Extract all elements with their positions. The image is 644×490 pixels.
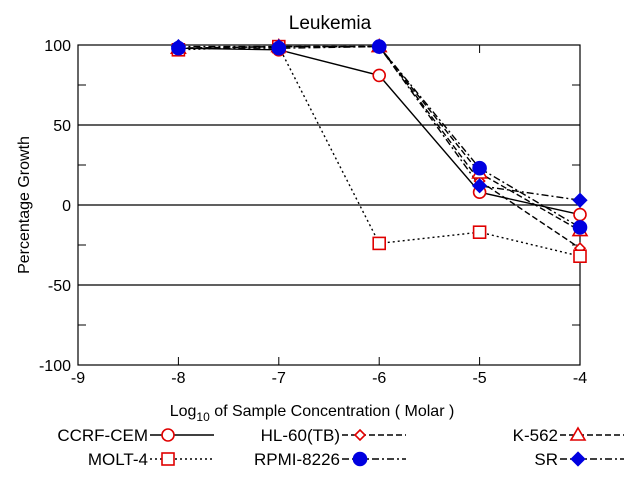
legend-label: RPMI-8226 <box>254 450 340 469</box>
legend-marker <box>161 452 175 466</box>
y-axis-label: Percentage Growth <box>16 136 33 274</box>
axis-ticks: -9 -8 -7 -6 -5 -4 100 50 0 -50 -100 <box>39 38 587 387</box>
y-tick-label: 0 <box>62 198 71 215</box>
y-tick-label: -50 <box>48 278 71 295</box>
x-tick-label: -9 <box>71 370 85 387</box>
y-tick-label: 50 <box>53 118 71 135</box>
data-point-5 <box>572 192 588 208</box>
x-axis-label-log: Log <box>170 403 197 420</box>
grid-lines <box>78 124 580 286</box>
data-point-4 <box>572 220 588 235</box>
chart-title: Leukemia <box>289 13 372 34</box>
legend-label: MOLT-4 <box>88 450 148 469</box>
x-axis-label: Log10 of Sample Concentration ( Molar ) <box>170 403 455 424</box>
x-axis-label-rest: of Sample Concentration ( Molar ) <box>210 403 455 420</box>
legend-marker <box>353 428 367 442</box>
x-tick-label: -5 <box>472 370 486 387</box>
legend-marker <box>569 426 587 441</box>
series-markers <box>170 38 589 263</box>
data-point-0 <box>573 207 587 222</box>
data-point-0 <box>372 68 387 83</box>
y-tick-label: -100 <box>39 358 71 375</box>
x-axis-label-subscript: 10 <box>196 410 210 424</box>
legend-label: K-562 <box>513 426 558 445</box>
legend-marker <box>352 451 368 467</box>
data-point-3 <box>372 236 387 251</box>
legend-label: HL-60(TB) <box>261 426 340 445</box>
y-tick-label: 100 <box>44 38 71 55</box>
x-tick-label: -8 <box>171 370 185 387</box>
x-tick-label: -7 <box>272 370 286 387</box>
data-point-5 <box>471 178 488 194</box>
data-point-3 <box>472 225 487 239</box>
legend-label: CCRF-CEM <box>57 426 148 445</box>
data-point-3 <box>573 249 587 263</box>
legend-marker <box>570 451 586 467</box>
x-tick-label: -6 <box>372 370 386 387</box>
data-point-5 <box>371 38 387 55</box>
data-point-5 <box>170 38 187 55</box>
legend-label: SR <box>534 450 558 469</box>
legend: CCRF-CEM HL-60(TB) K-562 MOLT-4 RPMI-8226 SR <box>57 426 624 469</box>
data-point-4 <box>472 160 487 176</box>
x-tick-label: -4 <box>573 370 587 387</box>
data-point-5 <box>271 38 287 55</box>
legend-marker <box>161 428 175 442</box>
